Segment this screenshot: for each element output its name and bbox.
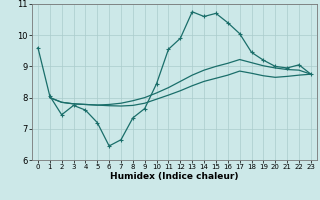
X-axis label: Humidex (Indice chaleur): Humidex (Indice chaleur) [110,172,239,181]
